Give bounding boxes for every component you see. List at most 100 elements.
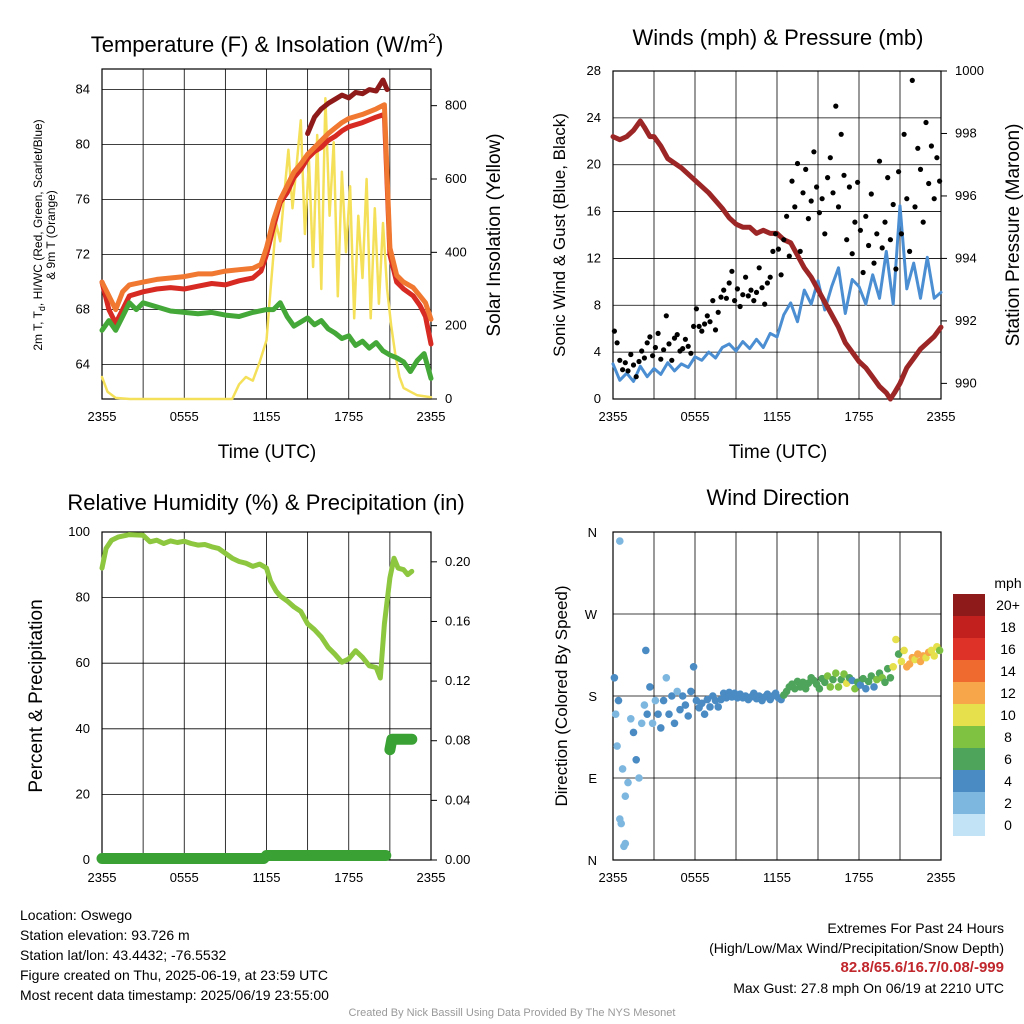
colorbar-swatch — [953, 792, 985, 814]
direction-point — [613, 742, 621, 750]
gust-point — [737, 303, 743, 310]
direction-point — [897, 657, 906, 666]
rh-y-tick-label: 100 — [68, 524, 90, 539]
gust-point — [901, 131, 907, 137]
direction-point — [673, 687, 681, 696]
gust-point — [748, 287, 754, 293]
gust-point — [871, 260, 877, 266]
gust-point — [628, 351, 634, 358]
temperature-y-label-line2: & 9m T (Orange) — [44, 190, 58, 280]
temp-x-tick-label: 2355 — [417, 409, 446, 424]
rh-plot-area: 0 20 40 60 80 100 0.00 0.04 0.08 0.12 0.16 0.20 2355… — [68, 524, 470, 885]
gust-point — [890, 201, 896, 208]
colorbar-swatch — [953, 704, 985, 726]
rh-x-tick-label: 1155 — [253, 870, 281, 885]
gust-point — [726, 280, 732, 286]
colorbar-label: 4 — [1004, 773, 1012, 789]
gust-point — [712, 327, 719, 333]
insolation-y2-tick-label: 600 — [445, 171, 467, 186]
winds-panel: Winds (mph) & Pressure (mb) Sonic Wind &… — [550, 25, 1024, 463]
temp-x-tick-label: 2355 — [88, 409, 117, 424]
colorbar-label: 12 — [1000, 685, 1016, 701]
colorbar-swatch — [953, 638, 985, 660]
temp-y-tick-label: 80 — [76, 137, 90, 152]
colorbar-label: 18 — [1000, 619, 1016, 635]
gust-point — [764, 280, 771, 286]
gust-point — [844, 237, 850, 243]
rh-x-tick-label: 2355 — [88, 870, 117, 885]
gust-point — [704, 313, 710, 319]
gust-point — [641, 355, 648, 361]
gust-point — [680, 346, 686, 352]
gust-point — [874, 231, 880, 237]
dir-y-tick-label: N — [588, 853, 597, 868]
gust-point — [674, 332, 680, 338]
direction-point — [614, 696, 623, 705]
direction-point — [700, 710, 709, 718]
gust-point — [614, 340, 620, 346]
gust-point — [863, 213, 869, 219]
credit-line: Created By Nick Bassill Using Data Provi… — [348, 1007, 676, 1019]
temp-x-tick-label: 1155 — [253, 409, 281, 424]
gust-point — [838, 131, 844, 137]
gust-point — [849, 251, 855, 257]
gust-point — [885, 175, 891, 181]
temp-y-tick-label: 76 — [76, 192, 90, 207]
direction-point — [621, 792, 630, 800]
station-elevation: Station elevation: 93.726 m — [20, 927, 190, 943]
gust-point — [633, 374, 639, 380]
rh-y-label: Percent & Precipitation — [26, 599, 47, 792]
rh-y-tick-label: 20 — [76, 786, 90, 801]
gust-point — [893, 266, 899, 272]
gust-point — [786, 253, 792, 259]
direction-point — [832, 669, 840, 677]
gust-point — [808, 198, 814, 204]
rh-panel: Relative Humidity (%) & Precipitation (i… — [26, 490, 470, 885]
gust-point — [907, 248, 913, 254]
direction-point — [657, 724, 665, 732]
colorbar-label: 20+ — [996, 597, 1020, 613]
gust-point — [876, 158, 883, 164]
dir-y-tick-label: N — [588, 525, 597, 540]
direction-point — [862, 684, 870, 693]
direction-point — [637, 719, 646, 728]
direction-point — [930, 652, 938, 660]
gust-point — [617, 357, 623, 363]
gust-point — [753, 289, 760, 295]
precip-y2-tick-label: 0.08 — [445, 733, 470, 748]
station-latlon: Station lat/lon: 43.4432; -76.5532 — [20, 947, 227, 963]
gust-point — [622, 360, 628, 366]
gust-point — [696, 323, 702, 329]
direction-point — [889, 663, 897, 671]
wind-x-tick-label: 0555 — [681, 409, 710, 424]
direction-point — [629, 728, 638, 737]
direction-point — [851, 684, 859, 693]
gust-point — [778, 272, 784, 278]
direction-point — [654, 710, 662, 718]
wind-x-tick-label: 1155 — [763, 409, 791, 424]
precip-y2-tick-label: 0.00 — [445, 852, 470, 867]
gust-point — [729, 268, 735, 274]
gust-point — [652, 344, 659, 351]
gust-point — [743, 274, 749, 280]
gust-point — [931, 196, 937, 202]
direction-point — [698, 699, 706, 708]
gust-point — [896, 169, 902, 175]
rh-title: Relative Humidity (%) & Precipitation (i… — [67, 490, 464, 515]
gust-point — [830, 190, 836, 196]
dir-x-tick-label: 2355 — [927, 870, 956, 885]
temperature-plot-area: 64 68 72 76 80 84 0 200 400 600 800 2355 0555 1155 175… — [76, 68, 467, 424]
direction-point — [610, 674, 619, 682]
gust-point — [691, 323, 697, 329]
colorbar-label: 2 — [1004, 795, 1012, 811]
gust-point — [887, 237, 894, 243]
max-gust: Max Gust: 27.8 mph On 06/19 at 2210 UTC — [733, 980, 1004, 996]
direction-point — [676, 705, 684, 714]
gust-point — [767, 274, 773, 280]
colorbar-swatch — [953, 594, 985, 616]
gust-point — [917, 166, 924, 172]
direction-point — [617, 819, 625, 828]
gust-point — [699, 328, 705, 334]
rh-y-tick-label: 60 — [76, 655, 90, 670]
